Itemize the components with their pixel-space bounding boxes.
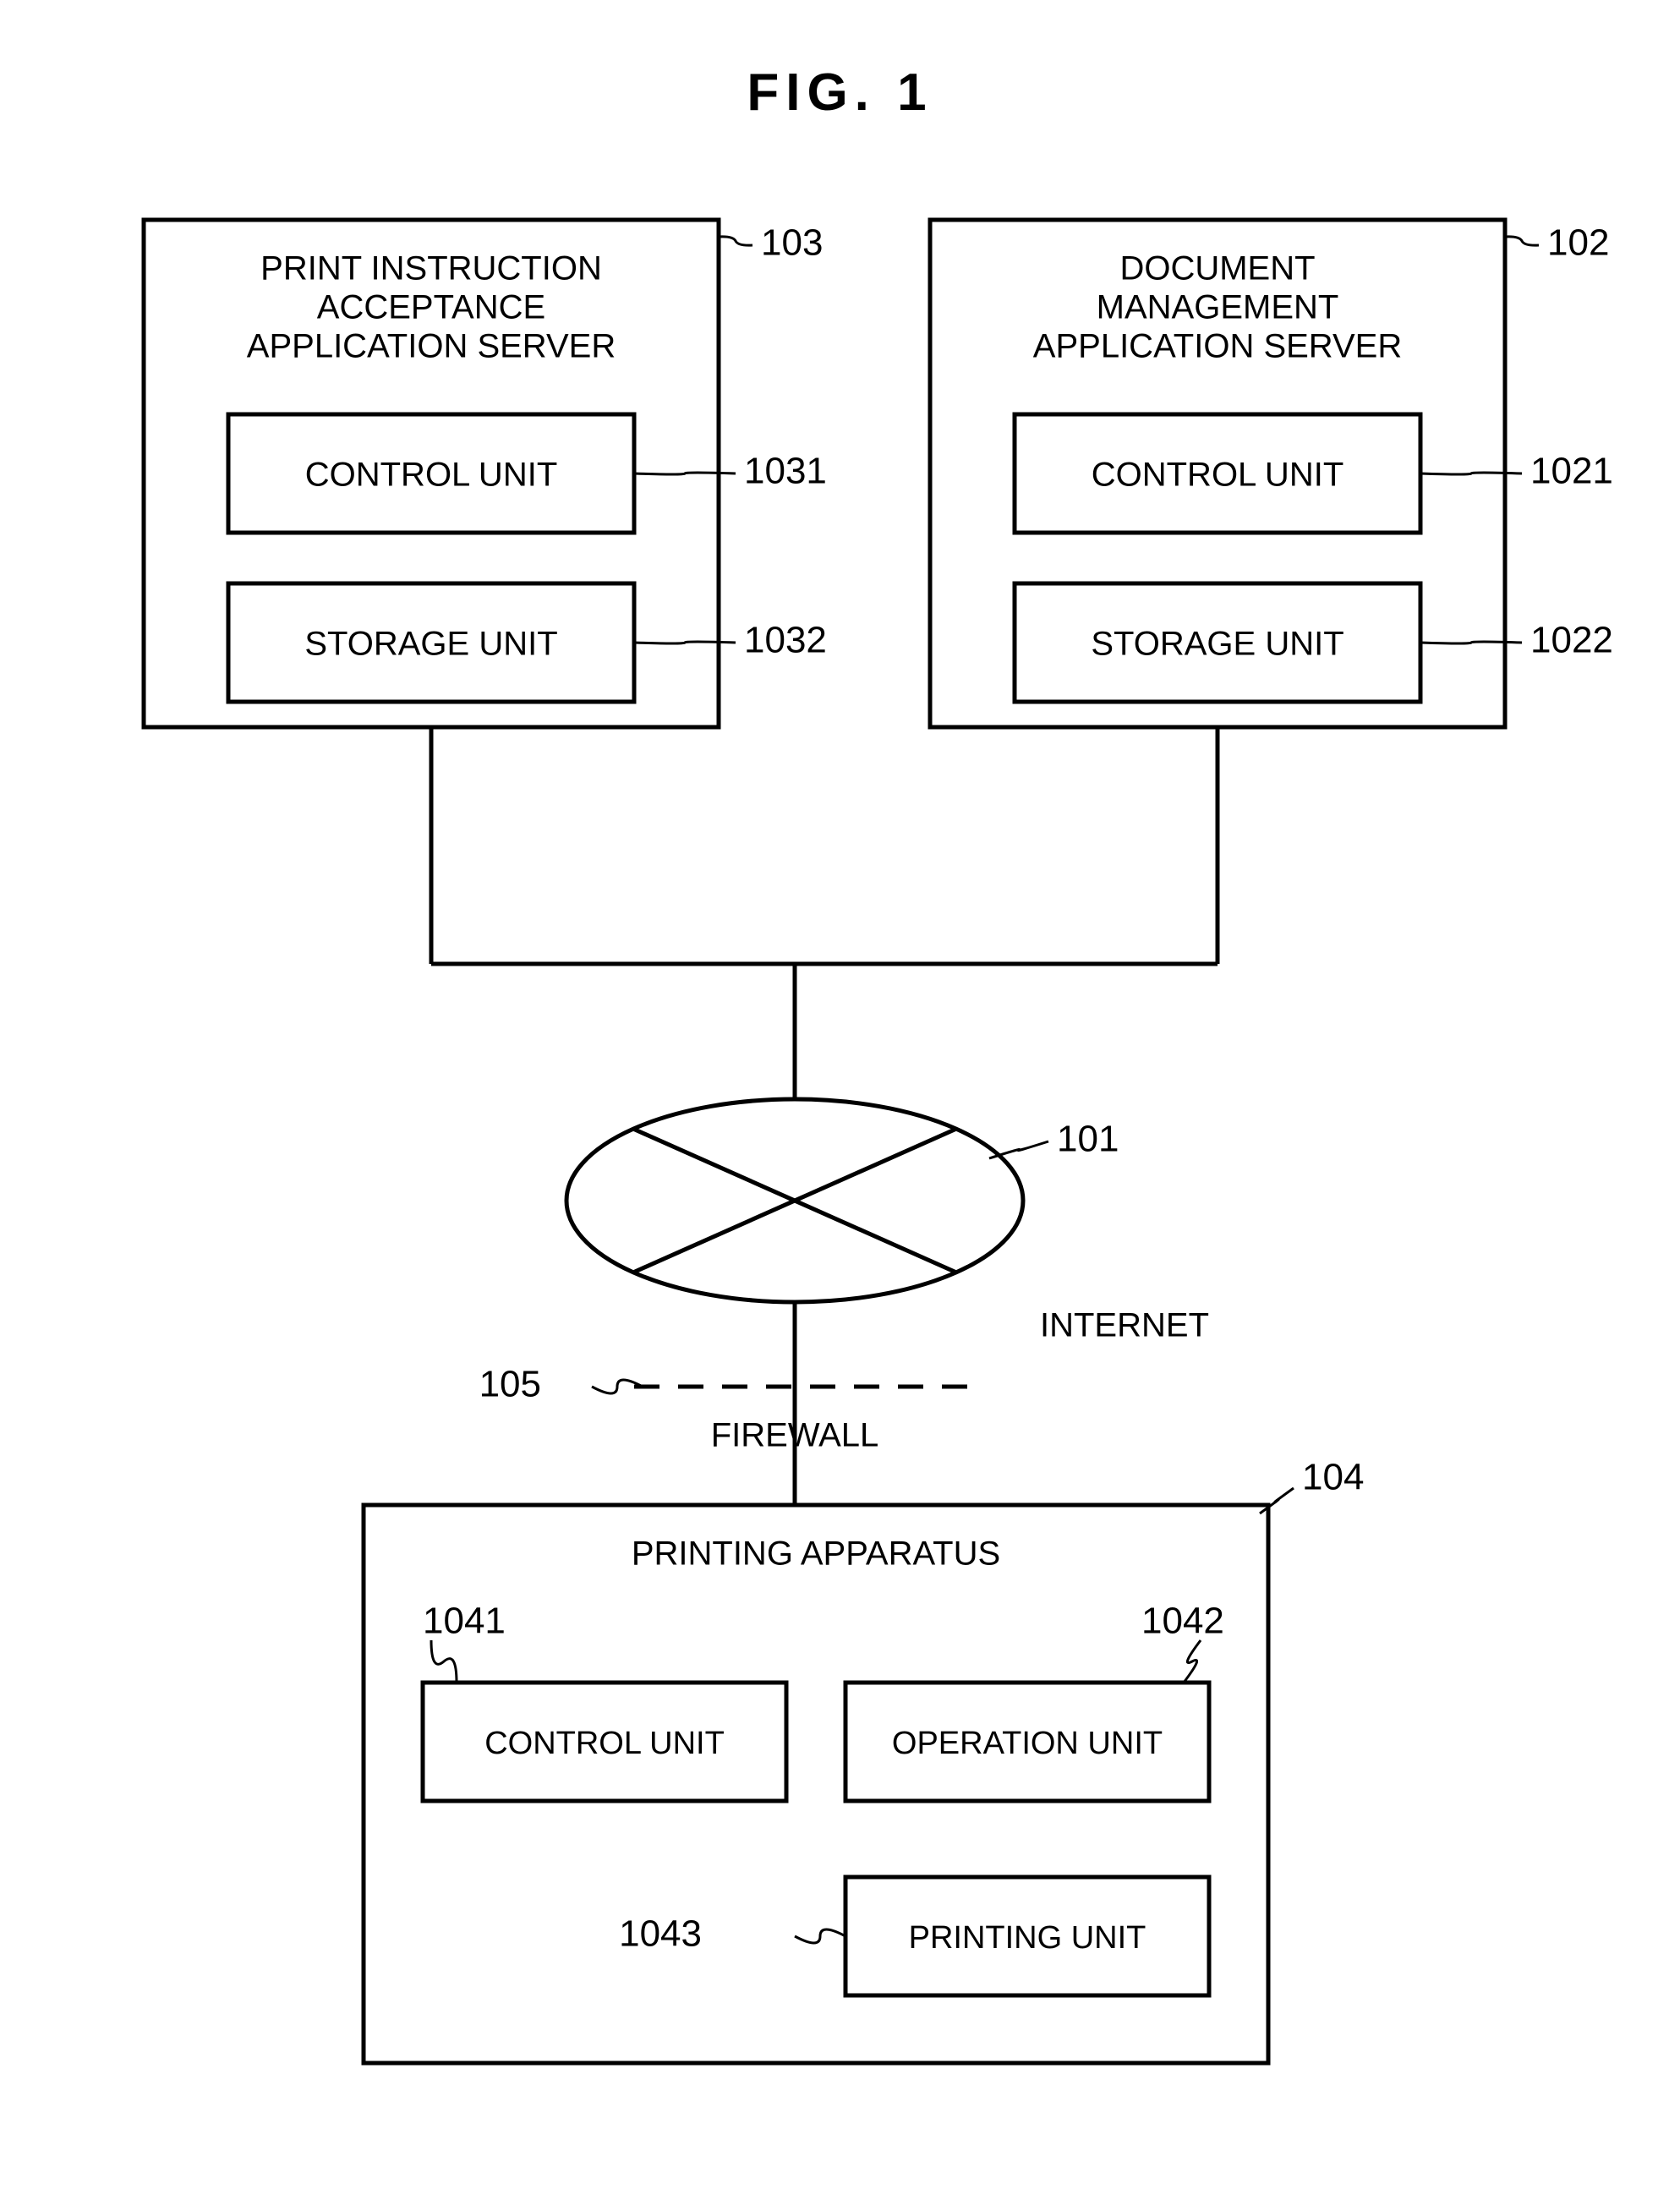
leader-line (431, 1640, 457, 1683)
leader-line (634, 473, 736, 474)
firewall-ref: 105 (479, 1364, 541, 1405)
printing-apparatus-printing-ref: 1043 (619, 1913, 702, 1955)
document-management-server-control-label: CONTROL UNIT (1092, 457, 1344, 494)
document-management-server-ref: 102 (1547, 222, 1609, 264)
printing-apparatus-printing-label: PRINTING UNIT (909, 1920, 1146, 1956)
figure-title: FIG. 1 (747, 63, 933, 122)
document-management-server-storage-ref: 1022 (1530, 620, 1613, 661)
document-management-server-title-line-2: APPLICATION SERVER (1033, 328, 1402, 365)
leader-line (989, 1141, 1048, 1158)
print-instruction-server-title-line-2: APPLICATION SERVER (247, 328, 616, 365)
internet-label: INTERNET (1040, 1307, 1209, 1344)
leader-line (719, 237, 752, 245)
printing-apparatus-title: PRINTING APPARATUS (632, 1535, 1000, 1573)
printing-apparatus-control-label: CONTROL UNIT (484, 1726, 725, 1761)
firewall-label: FIREWALL (711, 1417, 879, 1454)
document-management-server-control-ref: 1021 (1530, 451, 1613, 492)
internet-ref: 101 (1057, 1119, 1119, 1160)
print-instruction-server-title-line-0: PRINT INSTRUCTION (260, 250, 602, 287)
document-management-server-storage-label: STORAGE UNIT (1091, 626, 1343, 663)
figure-1-diagram: FIG. 1PRINT INSTRUCTIONACCEPTANCEAPPLICA… (0, 0, 1680, 2211)
printing-apparatus-control-ref: 1041 (423, 1601, 506, 1642)
printing-apparatus-operation-ref: 1042 (1141, 1601, 1224, 1642)
leader-line (1260, 1488, 1294, 1513)
printing-apparatus-ref: 104 (1302, 1457, 1364, 1498)
document-management-server-title-line-0: DOCUMENT (1119, 250, 1315, 287)
print-instruction-server-control-ref: 1031 (744, 451, 827, 492)
printing-apparatus (364, 1505, 1268, 2063)
printing-apparatus-operation-label: OPERATION UNIT (892, 1726, 1163, 1761)
print-instruction-server-storage-ref: 1032 (744, 620, 827, 661)
print-instruction-server-control-label: CONTROL UNIT (305, 457, 558, 494)
leader-line (1184, 1640, 1201, 1683)
print-instruction-server-storage-label: STORAGE UNIT (304, 626, 557, 663)
document-management-server-title-line-1: MANAGEMENT (1097, 289, 1339, 326)
leader-line (1420, 473, 1522, 474)
leader-line (795, 1929, 845, 1943)
leader-line (1420, 642, 1522, 643)
print-instruction-server-ref: 103 (761, 222, 823, 264)
leader-line (1505, 237, 1539, 245)
print-instruction-server-title-line-1: ACCEPTANCE (317, 289, 545, 326)
leader-line (634, 642, 736, 643)
